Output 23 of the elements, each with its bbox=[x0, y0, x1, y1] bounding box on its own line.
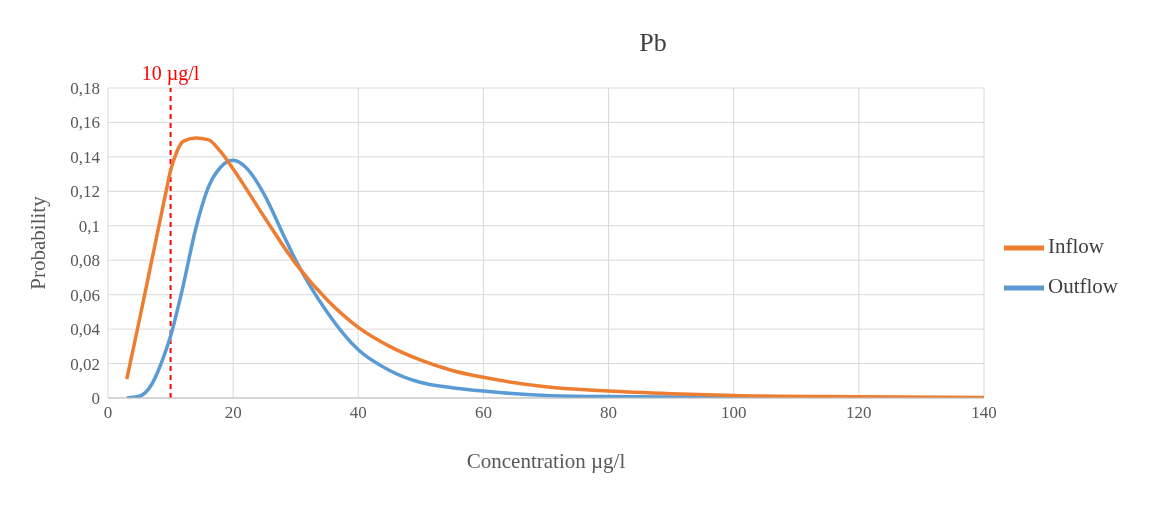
y-tick-label: 0 bbox=[91, 389, 100, 409]
y-axis-title: Probability bbox=[26, 195, 51, 290]
x-tick-label: 40 bbox=[349, 403, 367, 423]
y-tick-label: 0,12 bbox=[70, 182, 100, 202]
legend-label: Inflow bbox=[1048, 233, 1104, 258]
y-tick-label: 0,1 bbox=[78, 216, 100, 236]
x-tick-label: 20 bbox=[224, 403, 242, 423]
x-tick-label: 60 bbox=[474, 403, 492, 423]
x-tick-label: 140 bbox=[971, 403, 997, 423]
x-axis-title: Concentration µg/l bbox=[466, 449, 626, 473]
y-tick-label: 0,08 bbox=[70, 251, 100, 271]
chart-title: Pb bbox=[638, 28, 668, 58]
x-tick-label: 100 bbox=[720, 403, 747, 423]
legend-label: Outflow bbox=[1048, 273, 1118, 298]
x-tick-label: 120 bbox=[846, 403, 872, 423]
y-tick-label: 0,14 bbox=[70, 147, 101, 167]
y-tick-label: 0,18 bbox=[70, 79, 100, 99]
y-tick-label: 0,06 bbox=[70, 285, 100, 305]
x-tick-label: 80 bbox=[600, 403, 618, 423]
y-tick-label: 0,16 bbox=[70, 113, 100, 133]
ref-line-label: 10 µg/l bbox=[141, 62, 200, 85]
y-tick-label: 0,04 bbox=[70, 320, 101, 340]
y-tick-label: 0,02 bbox=[70, 354, 100, 374]
